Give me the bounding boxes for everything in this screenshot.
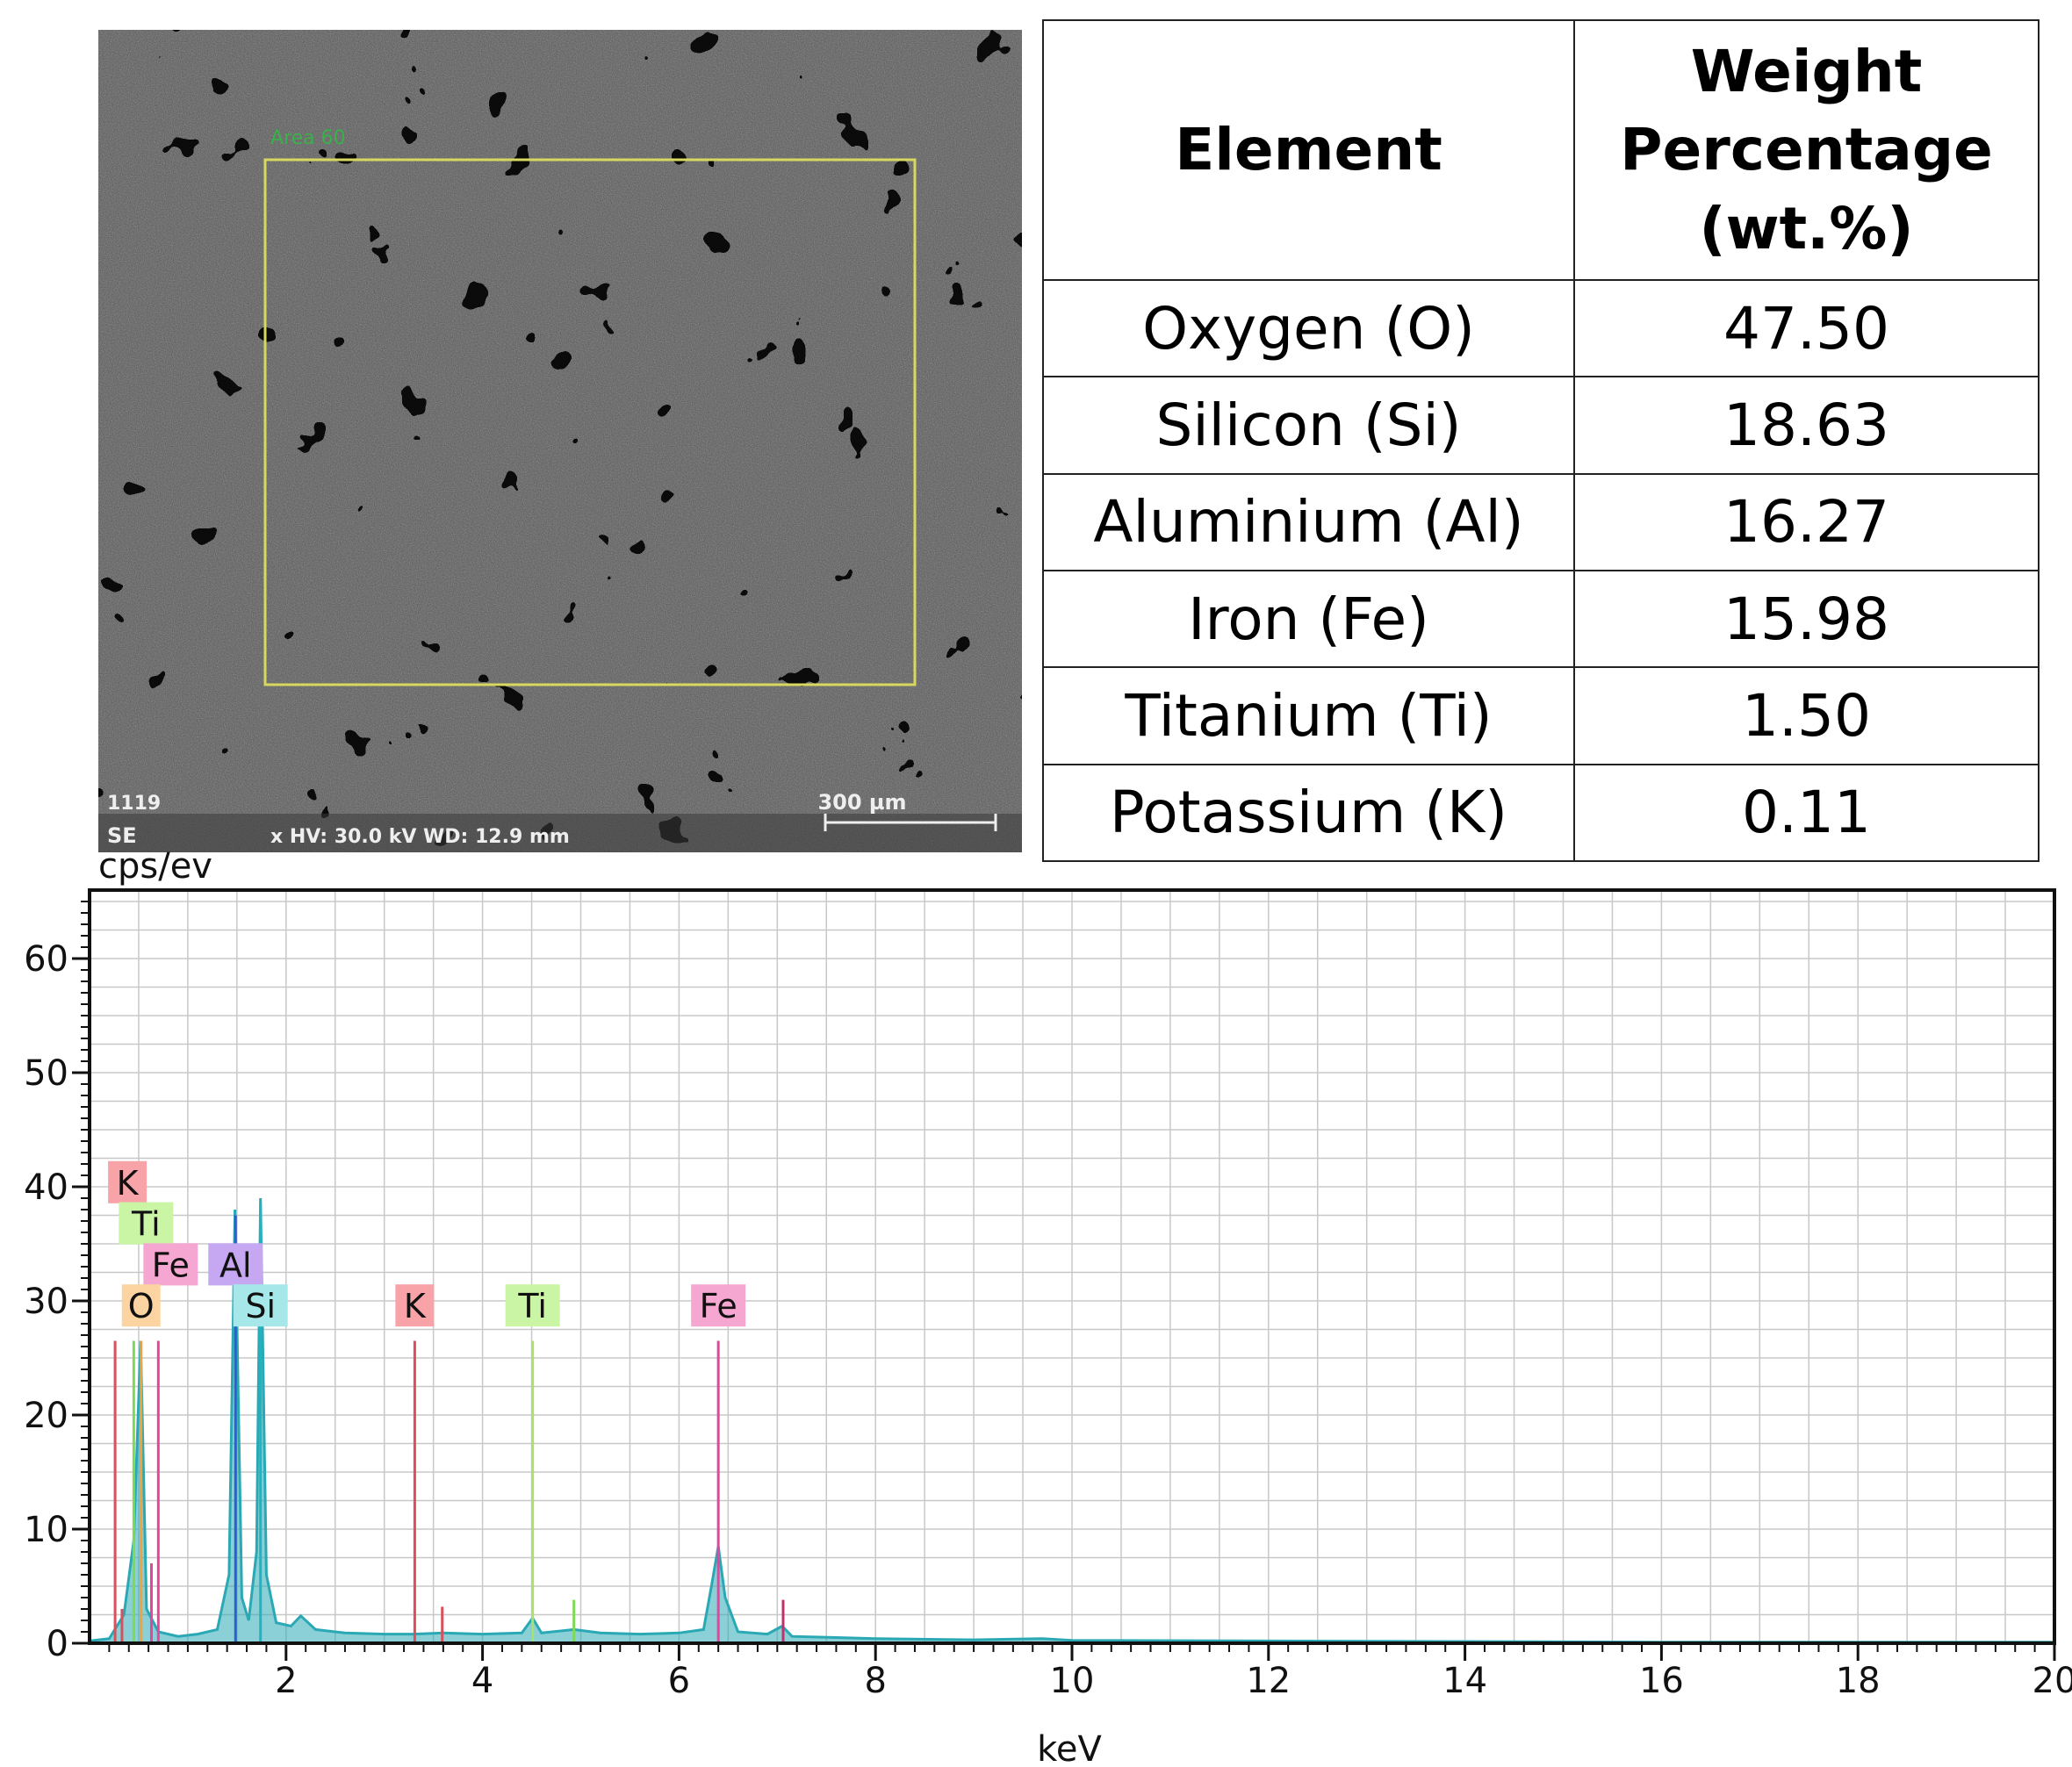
sem-mag-text: 1119 [107, 793, 161, 815]
x-tick-label: 14 [1442, 1661, 1487, 1701]
peak-label-k: K [395, 1284, 435, 1327]
peak-label-al: Al [208, 1243, 263, 1286]
x-tick-label: 20 [2032, 1661, 2072, 1701]
peak-label-text: K [404, 1287, 427, 1325]
sem-scale-label: 300 µm [817, 790, 906, 815]
sem-info-text: x HV: 30.0 kV WD: 12.9 mm [270, 826, 570, 848]
peak-label-box [691, 1284, 746, 1327]
header-line: (wt.%) [1699, 194, 1914, 262]
peak-label-box [395, 1284, 435, 1327]
peak-label-text: Ti [131, 1205, 161, 1244]
sem-info-bar [98, 814, 1022, 852]
y-tick-label: 30 [24, 1282, 68, 1322]
header-line: Percentage [1620, 116, 1993, 184]
x-tick-label: 6 [668, 1661, 690, 1701]
x-tick-label: 12 [1246, 1661, 1291, 1701]
peak-label-text: Ti [517, 1287, 547, 1325]
x-tick-label: 2 [275, 1661, 297, 1701]
weight-value: 47.50 [1573, 278, 2040, 378]
x-axis-label: keV [1037, 1729, 1102, 1767]
peak-label-box [208, 1243, 263, 1286]
table-row: Silicon (Si) 18.63 [1042, 376, 2040, 475]
axes: 2 4 6 8 10 12 14 16 18 20 0 10 20 30 40 50 60 [24, 888, 2072, 1701]
y-tick-label: 10 [24, 1510, 68, 1550]
peak-label-text: Fe [152, 1246, 190, 1284]
table-row: Oxygen (O) 47.50 [1042, 278, 2040, 378]
table-row: Potassium (K) 0.11 [1042, 763, 2040, 863]
y-axis-label: cps/ev [98, 848, 212, 887]
header-line: Weight [1690, 38, 1923, 106]
peak-label-text: Al [219, 1246, 252, 1284]
weight-value: 1.50 [1573, 666, 2040, 765]
peak-label-ti: Ti [505, 1284, 560, 1327]
peak-label-text: Si [245, 1287, 276, 1325]
header-weight-percentage: Weight Percentage (wt.%) [1573, 19, 2040, 281]
peak-label-box [108, 1160, 147, 1203]
y-tick-label: 0 [47, 1624, 68, 1664]
x-tick-label: 18 [1836, 1661, 1881, 1701]
x-tick-label: 16 [1639, 1661, 1684, 1701]
element-name: Oxygen (O) [1042, 278, 1575, 378]
sem-micrograph: Area 60 1119 SE x HV: 30.0 kV WD: 12.9 m… [98, 30, 1022, 852]
peak-label-box [143, 1243, 198, 1286]
y-tick-label: 20 [24, 1396, 68, 1436]
composition-table-container: Element Weight Percentage (wt.%) Oxygen … [1042, 19, 2040, 863]
peak-label-k: K [108, 1160, 147, 1203]
sem-bright-particles [98, 30, 1022, 852]
peak-label-text: O [128, 1287, 155, 1325]
y-tick-label: 40 [24, 1167, 68, 1208]
header-element: Element [1042, 19, 1575, 281]
weight-value: 16.27 [1573, 472, 2040, 571]
table-header-row: Element Weight Percentage (wt.%) [1042, 19, 2040, 281]
y-tick-label: 50 [24, 1053, 68, 1094]
element-name: Silicon (Si) [1042, 376, 1575, 475]
peak-label-box [121, 1284, 161, 1327]
weight-value: 0.11 [1573, 763, 2040, 863]
x-tick-label: 4 [471, 1661, 493, 1701]
element-name: Potassium (K) [1042, 763, 1575, 863]
table-row: Iron (Fe) 15.98 [1042, 569, 2040, 669]
peak-label-text: Fe [700, 1287, 737, 1325]
sem-area-label: Area 60 [270, 127, 346, 149]
peak-label-si: Si [233, 1284, 288, 1327]
composition-table: Element Weight Percentage (wt.%) Oxygen … [1042, 19, 2040, 863]
spectrum-series [89, 1197, 2054, 1644]
sem-detector-text: SE [107, 823, 137, 848]
element-name: Iron (Fe) [1042, 569, 1575, 669]
peak-label-box [505, 1284, 560, 1327]
element-name: Titanium (Ti) [1042, 666, 1575, 765]
y-tick-label: 60 [24, 939, 68, 980]
weight-value: 15.98 [1573, 569, 2040, 669]
grid [90, 890, 2054, 1643]
element-name: Aluminium (Al) [1042, 472, 1575, 571]
spectrum-line [89, 1197, 2054, 1644]
table-row: Aluminium (Al) 16.27 [1042, 472, 2040, 571]
peak-label-fe: Fe [143, 1243, 198, 1286]
peak-label-ti: Ti [119, 1202, 174, 1245]
x-tick-label: 10 [1050, 1661, 1095, 1701]
peak-label-box [119, 1202, 174, 1245]
peak-label-text: K [117, 1164, 140, 1203]
peak-label-fe: Fe [691, 1284, 746, 1327]
x-tick-label: 8 [864, 1661, 886, 1701]
weight-value: 18.63 [1573, 376, 2040, 475]
peak-label-box [233, 1284, 288, 1327]
sem-analysis-area [263, 158, 917, 686]
peak-label-o: O [121, 1284, 161, 1327]
table-row: Titanium (Ti) 1.50 [1042, 666, 2040, 765]
